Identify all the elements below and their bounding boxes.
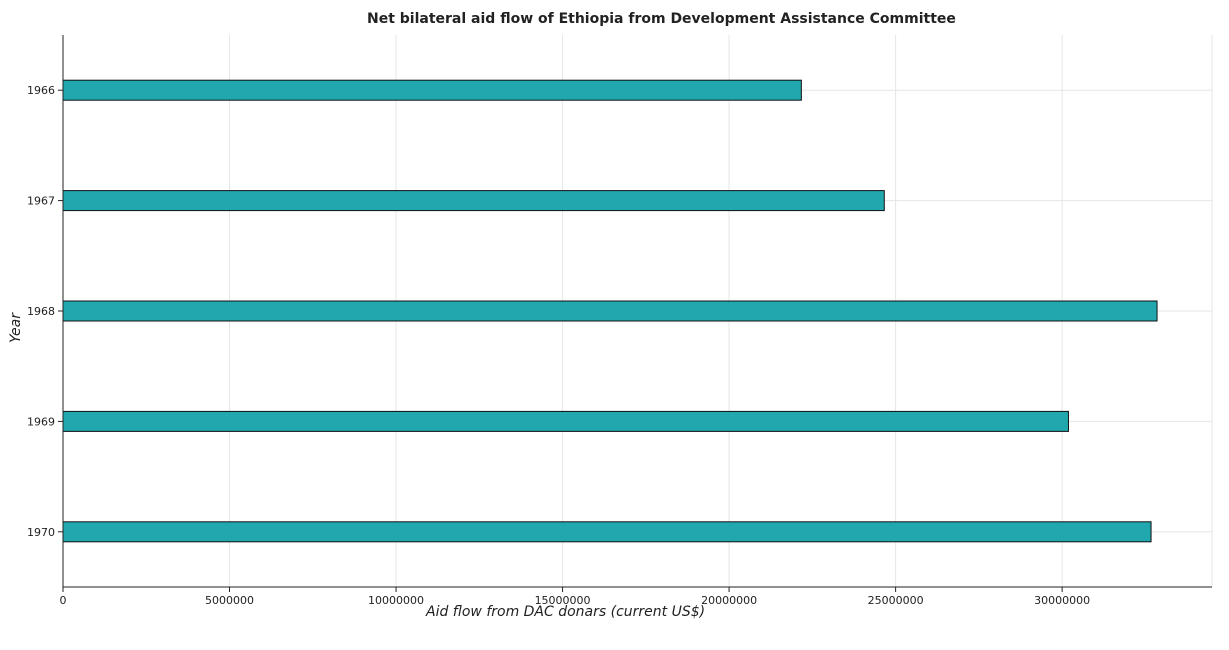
y-tick-label: 1966 xyxy=(27,84,55,97)
bar-1968 xyxy=(62,300,1158,322)
bars xyxy=(62,79,1158,543)
bar-1967 xyxy=(62,190,885,212)
x-axis-label: Aid flow from DAC donars (current US$) xyxy=(425,604,705,620)
bar-1966 xyxy=(62,79,802,101)
bar-1970 xyxy=(62,521,1152,543)
y-tick-label: 1968 xyxy=(27,305,55,318)
x-tick-label: 20000000 xyxy=(701,594,757,607)
x-tick-label: 15000000 xyxy=(535,594,591,607)
axes: 0 5000000 10000000 15000000 20000000 25000000… xyxy=(27,35,1212,607)
x-tick-label: 30000000 xyxy=(1034,594,1090,607)
x-tick-label: 10000000 xyxy=(368,594,424,607)
bar-1969 xyxy=(62,410,1069,432)
y-tick-label: 1967 xyxy=(27,195,55,208)
y-axis-label: Year xyxy=(8,312,24,343)
x-tick-label: 25000000 xyxy=(868,594,924,607)
y-tick-label: 1969 xyxy=(27,415,55,428)
chart-title: Net bilateral aid flow of Ethiopia from … xyxy=(367,11,956,27)
y-tick-label: 1970 xyxy=(27,526,55,539)
x-tick-label: 0 xyxy=(60,594,67,607)
x-tick-label: 5000000 xyxy=(205,594,254,607)
